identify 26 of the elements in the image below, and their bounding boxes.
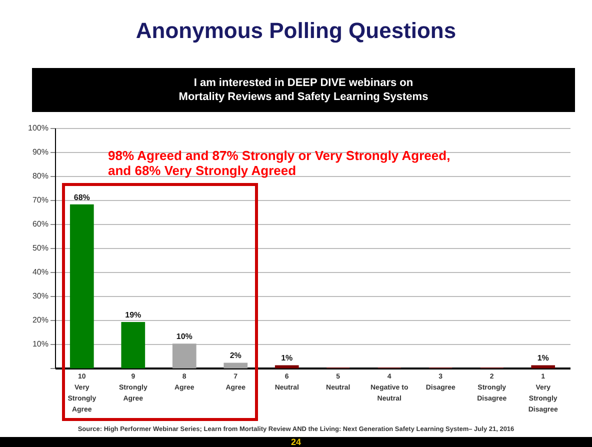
y-tick-label: 40% bbox=[32, 268, 48, 276]
bar bbox=[274, 365, 299, 368]
y-tick-label: 60% bbox=[32, 220, 48, 228]
y-tick-label: 70% bbox=[32, 196, 48, 204]
bar bbox=[224, 362, 248, 368]
data-label: 1% bbox=[537, 354, 549, 363]
text: 24 bbox=[290, 437, 302, 447]
data-label: 2% bbox=[230, 351, 242, 360]
y-tick-label: 80% bbox=[32, 172, 48, 180]
bar bbox=[70, 204, 94, 368]
data-label: 1% bbox=[281, 354, 293, 363]
bar bbox=[531, 365, 556, 368]
data-label: 10% bbox=[176, 332, 192, 341]
bar bbox=[121, 322, 146, 368]
y-tick-label: 100% bbox=[28, 124, 48, 132]
chart-title: Anonymous Polling Questions bbox=[134, 18, 458, 44]
y-tick-label: 90% bbox=[32, 148, 48, 156]
y-tick-label: 30% bbox=[32, 292, 48, 300]
y-tick-label: 20% bbox=[32, 316, 48, 324]
bar bbox=[172, 344, 196, 368]
chart-subtitle: I am interested in DEEP DIVE webinars on Mortality Reviews and Safety Learning Systems bbox=[32, 68, 575, 112]
y-tick-label: 10% bbox=[32, 340, 48, 348]
data-label: 68% bbox=[74, 192, 90, 202]
annotation: 98% Agreed and 87% Strongly or Very Strongly Agreed, and 68% Very Strongly Agreed bbox=[108, 148, 450, 178]
y-tick-label: 50% bbox=[32, 244, 48, 252]
data-label: 19% bbox=[125, 310, 142, 320]
